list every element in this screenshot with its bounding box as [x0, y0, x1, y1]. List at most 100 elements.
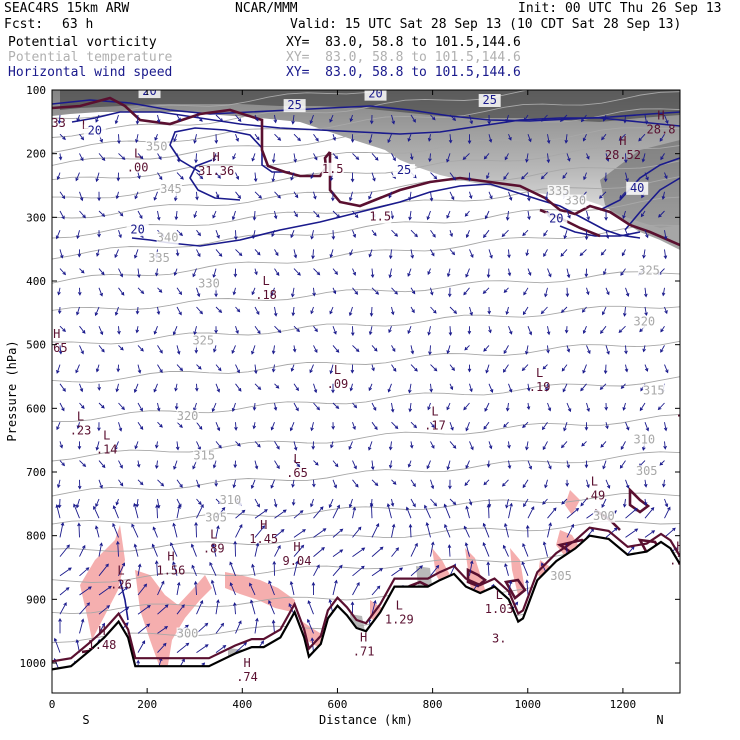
wind-vector-arrow: [329, 364, 334, 375]
wind-vector-arrow: [136, 460, 141, 468]
wind-vector-arrow: [135, 114, 140, 125]
wind-vector-arrow: [408, 523, 413, 538]
wind-vector-arrow: [369, 114, 374, 125]
extremum-value: 31.36: [198, 164, 234, 178]
wind-vector-arrow: [352, 210, 359, 219]
wind-vector-arrow: [644, 114, 649, 125]
wind-vector-arrow: [98, 563, 109, 577]
wind-vector-arrow: [352, 565, 365, 577]
wind-vector-arrow: [370, 460, 375, 471]
wind-vector-arrow: [469, 249, 474, 259]
north-label: N: [656, 713, 663, 727]
wind-vector-arrow: [115, 540, 120, 557]
wind-vector-arrow: [660, 153, 665, 161]
wind-vector-arrow: [77, 479, 82, 490]
wind-vector-arrow: [662, 479, 666, 488]
theta-isentrope: [52, 271, 680, 311]
wind-vector-arrow: [639, 402, 646, 412]
wind-vector-arrow: [115, 383, 120, 393]
wind-vector-arrow: [235, 383, 242, 392]
wind-vector-arrow: [118, 268, 123, 278]
wind-vector-arrow: [313, 383, 318, 394]
wind-vector-arrow: [196, 306, 204, 315]
wind-vector-arrow: [133, 383, 139, 393]
theta-contour-label-bg: [592, 509, 615, 523]
terrain-line: [52, 534, 680, 671]
wind-vector-arrow: [153, 191, 158, 201]
pv-contour-label: 1.5: [369, 210, 391, 224]
wind-vector-arrow: [449, 364, 455, 372]
wind-vector-arrow: [564, 134, 569, 144]
wind-vector-arrow: [620, 383, 626, 390]
theta-contour-label: 320: [177, 409, 199, 423]
wind-vector-arrow: [156, 210, 161, 221]
wind-vector-arrow: [77, 249, 82, 258]
wind-vector-arrow: [137, 210, 143, 220]
extremum-marker: H: [243, 656, 250, 670]
extremum-marker: L: [117, 564, 124, 578]
wind-vector-arrow: [542, 498, 548, 505]
wind-vector-arrow: [641, 153, 646, 163]
wind-vector-arrow: [643, 498, 648, 506]
theta-contour-label-bg: [564, 194, 587, 208]
wind-vector-arrow: [293, 325, 300, 333]
wind-vector-arrow: [215, 422, 221, 432]
wind-vector-arrow: [482, 522, 490, 538]
wind-vector-arrow: [131, 523, 139, 538]
wind-vector-arrow: [79, 191, 84, 202]
wind-vector-arrow: [196, 229, 201, 237]
wind-vector-arrow: [137, 563, 142, 576]
wind-vector-arrow: [429, 383, 433, 393]
wind-vector-arrow: [274, 133, 282, 141]
wind-vector-arrow: [176, 421, 183, 428]
wind-vector-arrow: [368, 383, 373, 392]
extremum-value: .00: [127, 161, 149, 175]
wind-vector-arrow: [59, 268, 67, 276]
wind-vector-arrow: [582, 364, 587, 374]
wind-vector-arrow: [233, 460, 238, 469]
wind-vector-arrow: [156, 402, 161, 412]
wind-vector-arrow: [566, 153, 571, 162]
extremum-value: 3.: [492, 632, 506, 646]
wind-vector-arrow: [98, 460, 106, 469]
wind-vector-arrow: [293, 544, 305, 557]
legend-wind: Horizontal wind speed: [8, 65, 173, 80]
theta-isentrope: [52, 376, 680, 423]
wind-vector-arrow: [447, 544, 452, 557]
wind-vector-arrow: [137, 402, 143, 412]
wind-vector-arrow: [390, 498, 395, 507]
wind-speed-contour-label: 40: [630, 181, 644, 195]
wind-vector-arrow: [482, 287, 490, 294]
wind-vector-arrow: [137, 153, 144, 160]
wind-vector-arrow: [59, 383, 66, 392]
wind-vector-arrow: [488, 134, 493, 143]
wind-vector-arrow: [98, 153, 106, 162]
wind-vector-arrow: [291, 114, 295, 125]
wind-vector-arrow: [229, 561, 236, 576]
wind-vector-arrow: [196, 249, 201, 258]
theta-contour-label: 305: [636, 464, 658, 478]
wind-vector-arrow: [664, 527, 676, 538]
wind-vector-arrow: [371, 523, 380, 538]
y-tick-label: 600: [26, 402, 46, 415]
wind-vector-arrow: [482, 542, 490, 557]
wind-vector-arrow: [137, 479, 144, 486]
y-tick-label: 1000: [20, 657, 47, 670]
wind-vector-arrow: [663, 422, 668, 432]
wind-vector-arrow: [644, 172, 649, 181]
wind-vector-arrow: [134, 191, 139, 200]
wind-vector-arrow: [172, 522, 178, 538]
wind-vector-arrow: [581, 441, 587, 447]
wind-vector-arrow: [332, 549, 344, 557]
wind-vector-arrow: [55, 230, 61, 240]
wind-vector-arrow: [194, 521, 198, 538]
wind-vector-arrow: [547, 522, 552, 538]
wind-vector-arrow: [79, 383, 84, 393]
wind-vector-arrow: [290, 230, 295, 239]
wind-vector-arrow: [502, 364, 509, 373]
extremum-marker: L: [293, 452, 300, 466]
wind-vector-arrow: [449, 422, 454, 431]
wind-vector-arrow: [405, 506, 412, 519]
wind-vector-arrow: [465, 230, 470, 239]
wind-vector-arrow: [429, 191, 434, 202]
